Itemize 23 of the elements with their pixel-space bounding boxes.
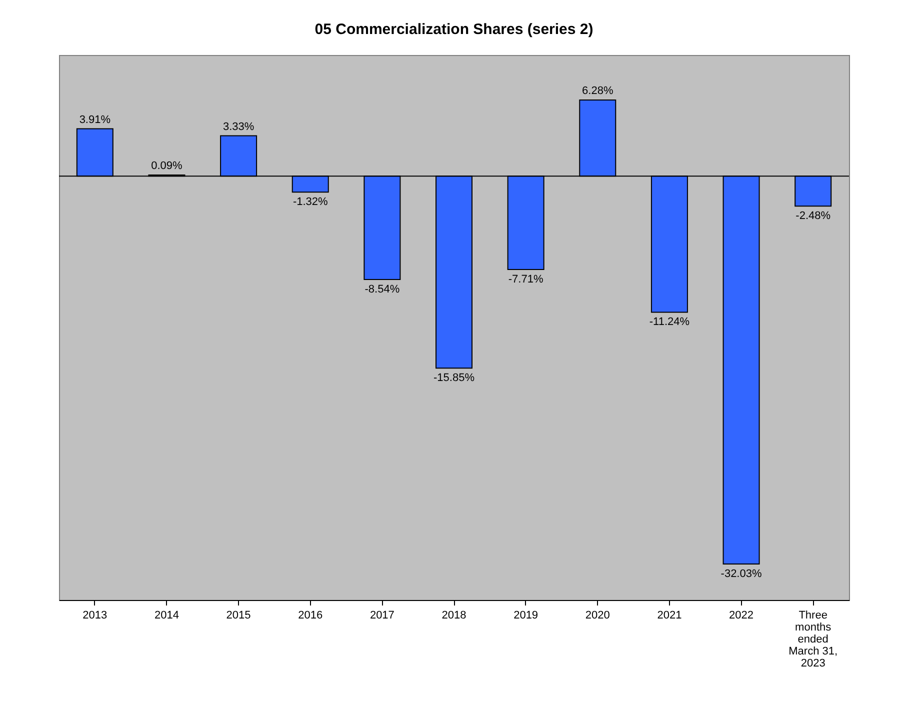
data-label: -7.71% <box>508 273 544 286</box>
data-label: -1.32% <box>292 196 328 208</box>
data-label: 3.33% <box>222 120 254 133</box>
x-tick-label: Three months ended March 31, 2023 <box>788 610 838 670</box>
data-label: 3.91% <box>79 114 111 126</box>
x-tick-label: 2022 <box>729 610 754 622</box>
data-label: -2.48% <box>796 210 831 222</box>
x-tick-label: 2017 <box>370 610 394 622</box>
data-label: 6.28% <box>582 85 614 98</box>
data-label: -11.24% <box>649 316 690 328</box>
x-tick-label: 2013 <box>82 610 108 622</box>
chart-title: 05 Commercialization Shares (series 2) <box>314 21 594 38</box>
data-label: -32.03% <box>720 568 762 580</box>
x-tick-label: 2019 <box>514 610 538 622</box>
data-label: 0.09% <box>151 160 183 172</box>
data-label: -15.85% <box>434 372 475 384</box>
x-tick-label: 2014 <box>154 610 179 622</box>
x-tick-label: 2016 <box>298 610 323 622</box>
x-tick-label: 2018 <box>442 610 466 622</box>
x-tick-label: 2021 <box>657 610 682 622</box>
x-tick-label: 2020 <box>585 610 610 622</box>
data-label: -8.54% <box>364 284 400 296</box>
x-tick-label: 2015 <box>226 610 251 622</box>
